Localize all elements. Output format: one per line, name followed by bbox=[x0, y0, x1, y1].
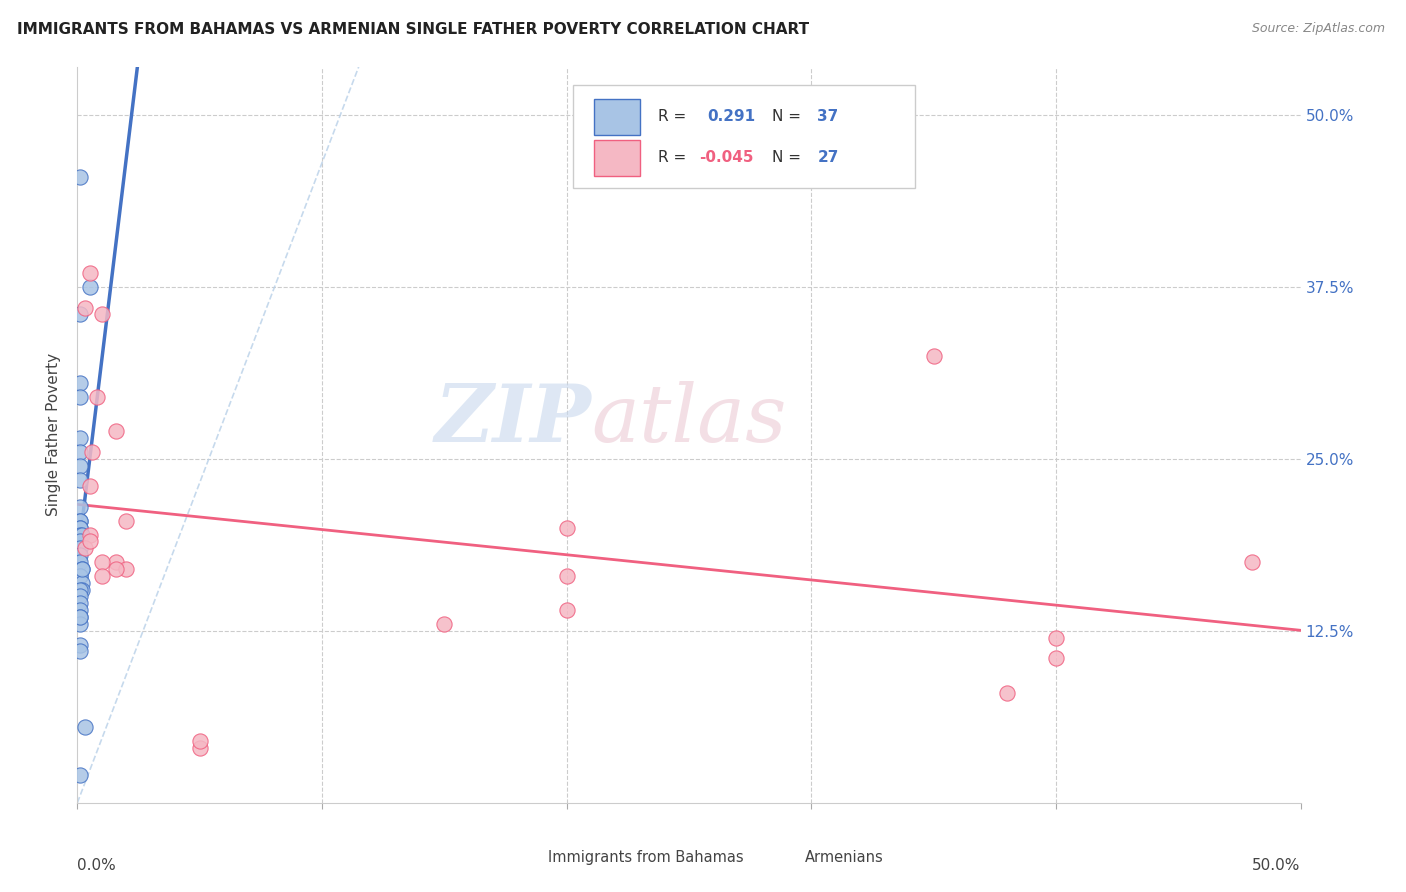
Ellipse shape bbox=[515, 845, 546, 871]
Point bbox=[70, 527, 93, 541]
Point bbox=[69, 610, 91, 624]
Text: Immigrants from Bahamas: Immigrants from Bahamas bbox=[548, 850, 744, 865]
Point bbox=[80, 445, 103, 459]
Point bbox=[86, 390, 108, 404]
Y-axis label: Single Father Poverty: Single Father Poverty bbox=[46, 353, 62, 516]
Point bbox=[69, 514, 91, 528]
Point bbox=[1045, 631, 1067, 645]
Point bbox=[69, 308, 91, 322]
Point bbox=[188, 740, 211, 755]
Bar bbox=[593, 99, 640, 135]
Point bbox=[69, 527, 91, 541]
Point bbox=[69, 521, 91, 535]
Text: atlas: atlas bbox=[591, 382, 786, 458]
Point bbox=[69, 390, 91, 404]
Point bbox=[69, 500, 91, 514]
Point bbox=[69, 582, 91, 597]
Point bbox=[69, 548, 91, 562]
Point bbox=[69, 376, 91, 391]
Text: R =: R = bbox=[658, 150, 686, 165]
Point bbox=[69, 431, 91, 445]
Point bbox=[555, 603, 578, 617]
Point bbox=[69, 569, 91, 583]
Point bbox=[69, 596, 91, 610]
Point bbox=[73, 541, 96, 556]
Point bbox=[90, 569, 112, 583]
Point bbox=[995, 686, 1018, 700]
Point bbox=[433, 617, 456, 632]
Point bbox=[69, 521, 91, 535]
Point bbox=[105, 555, 128, 569]
Point bbox=[69, 169, 91, 184]
Text: 0.291: 0.291 bbox=[707, 109, 755, 124]
Text: N =: N = bbox=[772, 109, 801, 124]
Point bbox=[115, 562, 138, 576]
Point bbox=[69, 473, 91, 487]
Text: 50.0%: 50.0% bbox=[1253, 858, 1301, 873]
FancyBboxPatch shape bbox=[572, 86, 915, 188]
Point bbox=[69, 768, 91, 782]
Point bbox=[90, 308, 112, 322]
Point bbox=[1240, 555, 1263, 569]
Point bbox=[90, 555, 112, 569]
Point bbox=[555, 521, 578, 535]
Point bbox=[69, 638, 91, 652]
Text: 0.0%: 0.0% bbox=[77, 858, 117, 873]
Point bbox=[69, 610, 91, 624]
Point bbox=[69, 514, 91, 528]
Point bbox=[70, 575, 93, 590]
Point bbox=[70, 562, 93, 576]
Point bbox=[188, 734, 211, 748]
Ellipse shape bbox=[772, 845, 801, 871]
Text: 27: 27 bbox=[817, 150, 839, 165]
Text: IMMIGRANTS FROM BAHAMAS VS ARMENIAN SINGLE FATHER POVERTY CORRELATION CHART: IMMIGRANTS FROM BAHAMAS VS ARMENIAN SING… bbox=[17, 22, 808, 37]
Text: Armenians: Armenians bbox=[806, 850, 884, 865]
Text: Source: ZipAtlas.com: Source: ZipAtlas.com bbox=[1251, 22, 1385, 36]
Point bbox=[79, 527, 101, 541]
Point bbox=[79, 266, 101, 280]
Point bbox=[555, 569, 578, 583]
Point bbox=[69, 590, 91, 604]
Point bbox=[69, 644, 91, 658]
Text: -0.045: -0.045 bbox=[699, 150, 754, 165]
Point bbox=[1045, 651, 1067, 665]
Point bbox=[69, 569, 91, 583]
Point bbox=[79, 534, 101, 549]
Point bbox=[79, 280, 101, 294]
Point bbox=[69, 458, 91, 473]
Text: N =: N = bbox=[772, 150, 801, 165]
Point bbox=[70, 562, 93, 576]
Point bbox=[115, 514, 138, 528]
Point bbox=[105, 425, 128, 439]
Point bbox=[69, 603, 91, 617]
Point bbox=[73, 301, 96, 315]
Text: R =: R = bbox=[658, 109, 692, 124]
Text: 37: 37 bbox=[817, 109, 838, 124]
Point bbox=[69, 541, 91, 556]
Point bbox=[69, 445, 91, 459]
Point bbox=[69, 555, 91, 569]
Point bbox=[105, 562, 128, 576]
Point bbox=[70, 582, 93, 597]
Point bbox=[69, 617, 91, 632]
Bar bbox=[593, 140, 640, 176]
Point bbox=[73, 720, 96, 734]
Point bbox=[922, 349, 945, 363]
Point bbox=[79, 479, 101, 493]
Text: ZIP: ZIP bbox=[434, 382, 591, 458]
Point bbox=[69, 534, 91, 549]
